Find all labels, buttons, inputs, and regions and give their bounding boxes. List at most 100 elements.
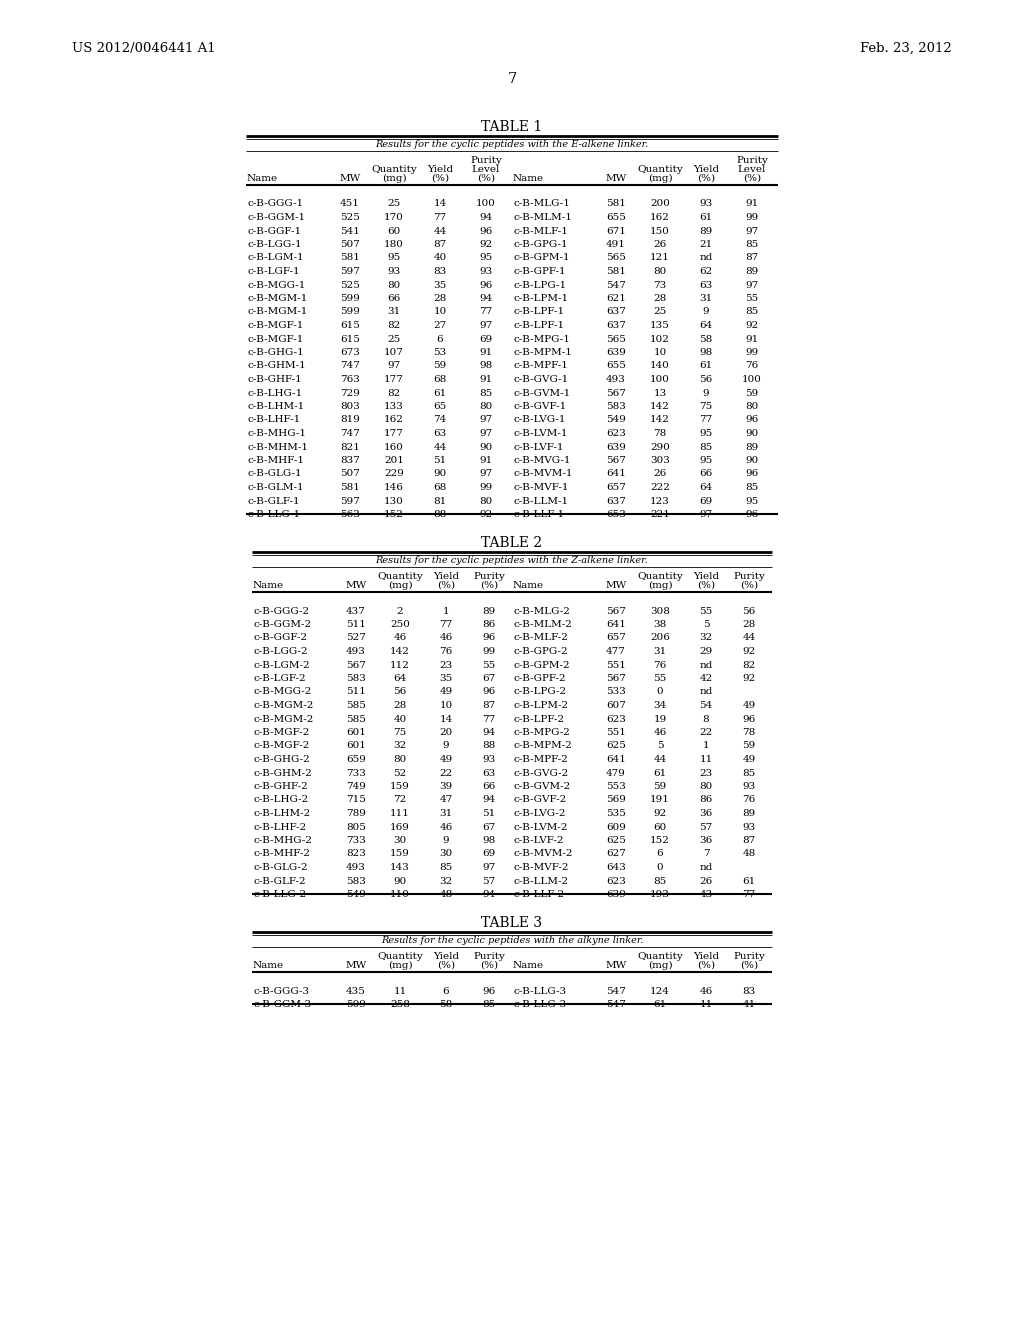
Text: 81: 81 xyxy=(433,496,446,506)
Text: (%): (%) xyxy=(477,174,495,183)
Text: (%): (%) xyxy=(697,174,715,183)
Text: c-B-MGM-1: c-B-MGM-1 xyxy=(247,294,307,304)
Text: 527: 527 xyxy=(346,634,366,643)
Text: Quantity: Quantity xyxy=(371,165,417,174)
Text: Name: Name xyxy=(513,581,544,590)
Text: 111: 111 xyxy=(390,809,410,818)
Text: 671: 671 xyxy=(606,227,626,235)
Text: 61: 61 xyxy=(653,768,667,777)
Text: 177: 177 xyxy=(384,429,403,438)
Text: 193: 193 xyxy=(650,890,670,899)
Text: 100: 100 xyxy=(742,375,762,384)
Text: Quantity: Quantity xyxy=(637,572,683,581)
Text: c-B-GPG-2: c-B-GPG-2 xyxy=(513,647,567,656)
Text: 49: 49 xyxy=(439,755,453,764)
Text: c-B-MVF-2: c-B-MVF-2 xyxy=(513,863,568,873)
Text: 10: 10 xyxy=(439,701,453,710)
Text: 93: 93 xyxy=(742,781,756,791)
Text: 99: 99 xyxy=(745,213,759,222)
Text: nd: nd xyxy=(699,688,713,697)
Text: 0: 0 xyxy=(656,688,664,697)
Text: 733: 733 xyxy=(346,836,366,845)
Text: 55: 55 xyxy=(745,294,759,304)
Text: c-B-GGF-1: c-B-GGF-1 xyxy=(247,227,301,235)
Text: 130: 130 xyxy=(384,496,403,506)
Text: c-B-LPF-1: c-B-LPF-1 xyxy=(513,308,564,317)
Text: 93: 93 xyxy=(742,822,756,832)
Text: c-B-LVF-1: c-B-LVF-1 xyxy=(513,442,563,451)
Text: 177: 177 xyxy=(384,375,403,384)
Text: c-B-LPM-2: c-B-LPM-2 xyxy=(513,701,568,710)
Text: c-B-MGM-1: c-B-MGM-1 xyxy=(247,308,307,317)
Text: Quantity: Quantity xyxy=(637,952,683,961)
Text: 76: 76 xyxy=(745,362,759,371)
Text: 7: 7 xyxy=(507,73,517,86)
Text: c-B-GHG-1: c-B-GHG-1 xyxy=(247,348,304,356)
Text: 124: 124 xyxy=(650,986,670,995)
Text: MW: MW xyxy=(605,174,627,183)
Text: 112: 112 xyxy=(390,660,410,669)
Text: Feb. 23, 2012: Feb. 23, 2012 xyxy=(860,42,952,55)
Text: 567: 567 xyxy=(346,660,366,669)
Text: 88: 88 xyxy=(482,742,496,751)
Text: 40: 40 xyxy=(393,714,407,723)
Text: c-B-LHF-2: c-B-LHF-2 xyxy=(253,822,306,832)
Text: c-B-LGM-1: c-B-LGM-1 xyxy=(247,253,304,263)
Text: c-B-MLF-2: c-B-MLF-2 xyxy=(513,634,568,643)
Text: c-B-LPF-1: c-B-LPF-1 xyxy=(513,321,564,330)
Text: 569: 569 xyxy=(606,796,626,804)
Text: 76: 76 xyxy=(653,660,667,669)
Text: 303: 303 xyxy=(650,455,670,465)
Text: 93: 93 xyxy=(482,755,496,764)
Text: 507: 507 xyxy=(340,240,360,249)
Text: c-B-MGG-1: c-B-MGG-1 xyxy=(247,281,305,289)
Text: 547: 547 xyxy=(606,281,626,289)
Text: 100: 100 xyxy=(476,199,496,209)
Text: Yield: Yield xyxy=(427,165,453,174)
Text: 49: 49 xyxy=(742,755,756,764)
Text: 583: 583 xyxy=(346,675,366,682)
Text: c-B-GVM-1: c-B-GVM-1 xyxy=(513,388,570,397)
Text: 80: 80 xyxy=(479,403,493,411)
Text: 152: 152 xyxy=(650,836,670,845)
Text: 57: 57 xyxy=(699,822,713,832)
Text: c-B-LGF-2: c-B-LGF-2 xyxy=(253,675,305,682)
Text: 52: 52 xyxy=(393,768,407,777)
Text: 90: 90 xyxy=(479,442,493,451)
Text: 29: 29 xyxy=(699,647,713,656)
Text: 95: 95 xyxy=(699,455,713,465)
Text: 35: 35 xyxy=(439,675,453,682)
Text: 9: 9 xyxy=(702,308,710,317)
Text: c-B-MLG-2: c-B-MLG-2 xyxy=(513,606,570,615)
Text: c-B-GVM-2: c-B-GVM-2 xyxy=(513,781,570,791)
Text: 77: 77 xyxy=(699,416,713,425)
Text: c-B-GVF-2: c-B-GVF-2 xyxy=(513,796,566,804)
Text: 85: 85 xyxy=(745,308,759,317)
Text: 57: 57 xyxy=(482,876,496,886)
Text: nd: nd xyxy=(699,253,713,263)
Text: c-B-LHM-1: c-B-LHM-1 xyxy=(247,403,304,411)
Text: 637: 637 xyxy=(606,496,626,506)
Text: c-B-GPM-2: c-B-GPM-2 xyxy=(513,660,569,669)
Text: 491: 491 xyxy=(606,240,626,249)
Text: c-B-GLM-1: c-B-GLM-1 xyxy=(247,483,304,492)
Text: c-B-LPM-1: c-B-LPM-1 xyxy=(513,294,568,304)
Text: Results for the cyclic peptides with the alkyne linker.: Results for the cyclic peptides with the… xyxy=(381,936,643,945)
Text: Name: Name xyxy=(253,581,284,590)
Text: 152: 152 xyxy=(384,510,403,519)
Text: 615: 615 xyxy=(340,321,360,330)
Text: c-B-GGF-2: c-B-GGF-2 xyxy=(253,634,307,643)
Text: c-B-MVF-1: c-B-MVF-1 xyxy=(513,483,568,492)
Text: 63: 63 xyxy=(482,768,496,777)
Text: 92: 92 xyxy=(742,647,756,656)
Text: 68: 68 xyxy=(433,483,446,492)
Text: 91: 91 xyxy=(479,348,493,356)
Text: 100: 100 xyxy=(650,375,670,384)
Text: 75: 75 xyxy=(393,729,407,737)
Text: 581: 581 xyxy=(340,483,360,492)
Text: 95: 95 xyxy=(699,429,713,438)
Text: 35: 35 xyxy=(433,281,446,289)
Text: 48: 48 xyxy=(439,890,453,899)
Text: 62: 62 xyxy=(699,267,713,276)
Text: Purity: Purity xyxy=(733,572,765,581)
